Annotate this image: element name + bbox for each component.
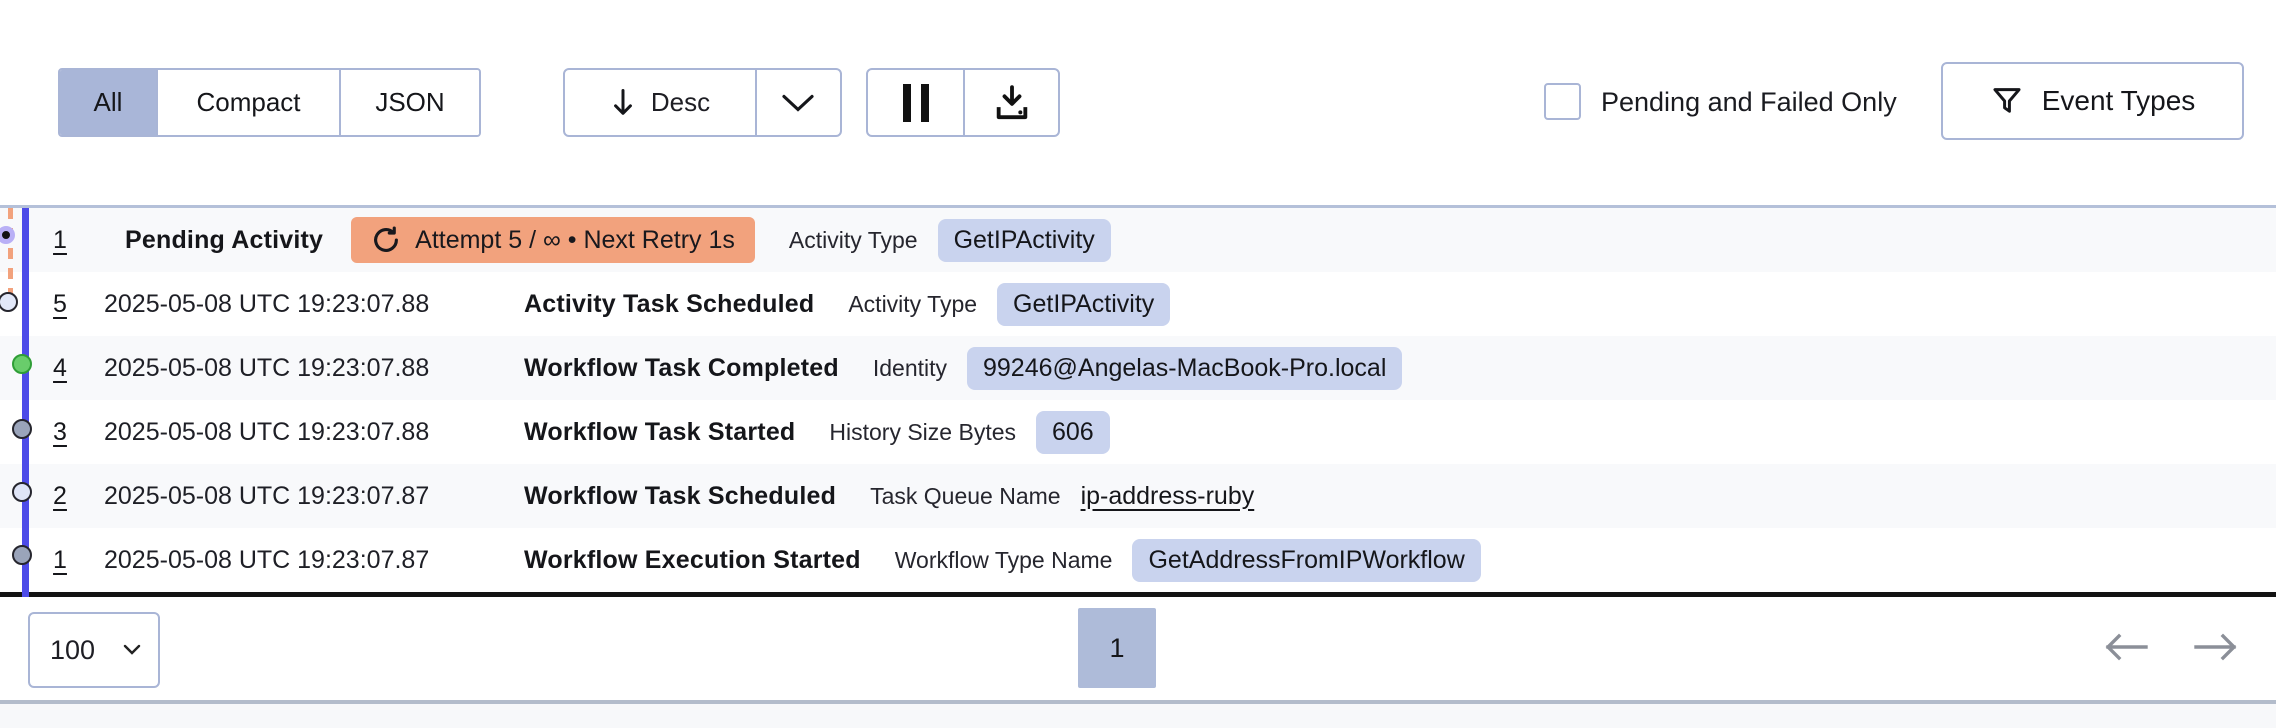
- event-id-link[interactable]: 4: [53, 353, 67, 382]
- chevron-down-icon: [781, 94, 814, 112]
- pending-failed-checkbox-label[interactable]: Pending and Failed Only: [1601, 87, 1897, 117]
- marker-execution-started-icon: [12, 545, 32, 565]
- sort-options-dropdown[interactable]: [755, 70, 838, 135]
- event-row[interactable]: 4 2025-05-08 UTC 19:23:07.88 Workflow Ta…: [0, 336, 2276, 400]
- attribute-value-badge: GetIPActivity: [937, 218, 1111, 262]
- task-queue-link[interactable]: ip-address-ruby: [1080, 481, 1255, 510]
- event-timestamp: 2025-05-08 UTC 19:23:07.88: [104, 417, 430, 446]
- event-row[interactable]: 3 2025-05-08 UTC 19:23:07.88 Workflow Ta…: [0, 400, 2276, 464]
- attribute-value-badge: 99246@Angelas-MacBook-Pro.local: [967, 346, 1403, 390]
- retry-badge-text: Attempt 5 / ∞ • Next Retry 1s: [415, 225, 735, 254]
- marker-scheduled-icon: [12, 482, 32, 502]
- marker-completed-icon: [12, 354, 32, 374]
- event-row[interactable]: 5 2025-05-08 UTC 19:23:07.88 Activity Ta…: [0, 272, 2276, 336]
- download-icon: [996, 84, 1027, 119]
- attribute-value-badge: 606: [1036, 410, 1110, 454]
- event-timestamp: 2025-05-08 UTC 19:23:07.88: [104, 353, 430, 382]
- marker-pending-icon: [0, 226, 15, 244]
- event-name: Pending Activity: [125, 225, 324, 254]
- attribute-value-badge: GetIPActivity: [997, 282, 1171, 326]
- pending-retry-dashed-line: [8, 208, 13, 307]
- pending-failed-checkbox[interactable]: [1544, 83, 1581, 120]
- tab-compact[interactable]: Compact: [156, 70, 339, 135]
- event-types-label: Event Types: [2041, 85, 2196, 116]
- marker-scheduled-icon: [0, 292, 18, 312]
- footer-background: [0, 704, 2276, 728]
- attribute-label: Identity: [872, 354, 947, 381]
- event-row-pending[interactable]: 1 Pending Activity Attempt 5 / ∞ • Next …: [0, 208, 2276, 272]
- filter-funnel-icon: [1993, 88, 2021, 113]
- event-timestamp: 2025-05-08 UTC 19:23:07.88: [104, 289, 430, 318]
- sort-desc-button[interactable]: Desc: [565, 70, 755, 135]
- timeline-line: [22, 208, 29, 597]
- chevron-down-icon: [123, 644, 141, 655]
- view-mode-tabs: All Compact JSON: [58, 68, 481, 137]
- retry-status-badge: Attempt 5 / ∞ • Next Retry 1s: [351, 217, 755, 263]
- event-name: Workflow Task Scheduled: [524, 481, 837, 510]
- arrow-right-icon: [2194, 633, 2237, 661]
- tab-all[interactable]: All: [60, 70, 156, 135]
- event-history-table: 1 Pending Activity Attempt 5 / ∞ • Next …: [0, 205, 2276, 597]
- page-size-value: 100: [50, 634, 96, 665]
- download-button[interactable]: [963, 70, 1058, 135]
- event-name: Activity Task Scheduled: [524, 289, 815, 318]
- attribute-label: History Size Bytes: [829, 418, 1016, 445]
- attribute-label: Activity Type: [848, 290, 978, 317]
- event-timestamp: 2025-05-08 UTC 19:23:07.87: [104, 545, 430, 574]
- table-bottom-border: [0, 592, 2276, 597]
- sort-split-button: Desc: [563, 68, 842, 137]
- attribute-label: Workflow Type Name: [894, 546, 1113, 573]
- table-top-border: [0, 205, 2276, 208]
- arrow-left-icon: [2105, 633, 2148, 661]
- current-page-button[interactable]: 1: [1078, 608, 1156, 688]
- event-id-link[interactable]: 2: [53, 481, 67, 510]
- event-row[interactable]: 1 2025-05-08 UTC 19:23:07.87 Workflow Ex…: [0, 528, 2276, 592]
- previous-page-button[interactable]: [2102, 628, 2150, 666]
- attribute-label: Activity Type: [788, 226, 918, 253]
- footer-divider: [0, 700, 2276, 704]
- attribute-label: Task Queue Name: [870, 482, 1061, 509]
- marker-started-icon: [12, 419, 32, 439]
- next-page-button[interactable]: [2192, 628, 2240, 666]
- event-name: Workflow Task Started: [524, 417, 796, 446]
- event-id-link[interactable]: 1: [53, 225, 67, 254]
- event-types-filter-button[interactable]: Event Types: [1941, 62, 2244, 140]
- event-id-link[interactable]: 1: [53, 545, 67, 574]
- retry-icon: [374, 226, 399, 252]
- sort-label: Desc: [650, 87, 711, 117]
- pause-button[interactable]: [868, 70, 963, 135]
- pause-icon: [902, 83, 929, 122]
- event-row[interactable]: 2 2025-05-08 UTC 19:23:07.87 Workflow Ta…: [0, 464, 2276, 528]
- event-timestamp: 2025-05-08 UTC 19:23:07.87: [104, 481, 430, 510]
- event-id-link[interactable]: 5: [53, 289, 67, 318]
- event-name: Workflow Execution Started: [524, 545, 861, 574]
- tab-json[interactable]: JSON: [339, 70, 479, 135]
- pause-download-group: [866, 68, 1060, 137]
- arrow-down-icon: [613, 88, 632, 115]
- event-name: Workflow Task Completed: [524, 353, 839, 382]
- page-size-select[interactable]: 100: [28, 612, 160, 688]
- event-id-link[interactable]: 3: [53, 417, 67, 446]
- attribute-value-badge: GetAddressFromIPWorkflow: [1132, 538, 1481, 582]
